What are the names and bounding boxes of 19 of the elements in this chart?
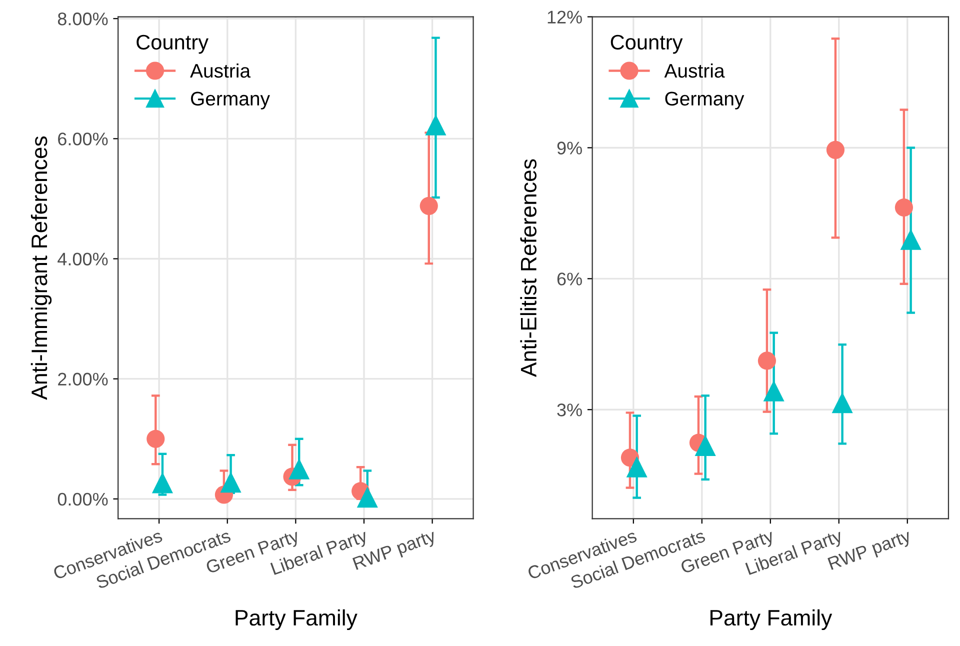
y-tick-label: 6% — [557, 272, 582, 286]
y-tick-label: 12% — [548, 10, 582, 24]
y-axis-title: Anti-Immigrant References — [30, 136, 52, 400]
legend-label: Germany — [665, 92, 744, 110]
x-axis-title: Party Family — [236, 609, 358, 630]
legend-label: Austria — [664, 63, 725, 78]
y-tick-label: 0.00% — [58, 492, 108, 506]
x-axis-title: Party Family — [710, 609, 832, 630]
y-tick-label: 6.00% — [58, 132, 108, 146]
y-axis-title: Anti-Elitist References — [520, 159, 537, 378]
y-tick-label: 2.00% — [58, 372, 108, 386]
y-tick-label: 4.00% — [58, 252, 108, 266]
legend-title: Country — [136, 34, 208, 54]
legend-label: Austria — [190, 63, 251, 78]
legend-title: Country — [610, 34, 683, 54]
legend-label: Germany — [191, 92, 270, 110]
y-tick-label: 9% — [557, 142, 582, 154]
y-tick-label: 3% — [557, 404, 582, 416]
y-tick-label: 8.00% — [58, 12, 108, 26]
